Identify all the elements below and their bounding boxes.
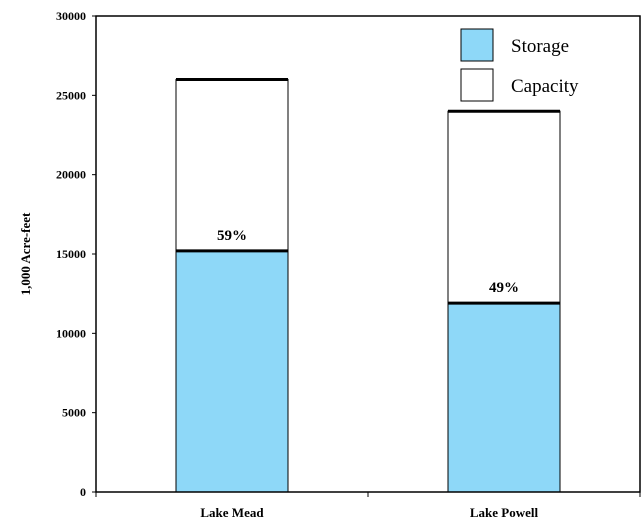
category-label: Lake Mead: [200, 505, 264, 520]
y-axis-title: 1,000 Acre-feet: [18, 212, 33, 295]
y-tick-label: 10000: [56, 326, 86, 340]
legend: Storage Capacity: [460, 28, 579, 102]
y-tick-label: 30000: [56, 9, 86, 23]
storage-bar: [447, 302, 561, 493]
x-axis-ticks: Lake Mead Lake Powell: [95, 492, 641, 520]
y-tick-label: 0: [80, 485, 86, 499]
legend-swatch: [460, 28, 494, 62]
y-tick-label: 5000: [62, 406, 86, 420]
y-axis-ticks: 0 5000 10000 15000 20000 25000 30000: [56, 9, 96, 499]
legend-swatch: [460, 68, 494, 102]
storage-bar: [175, 250, 289, 493]
y-tick-label: 20000: [56, 168, 86, 182]
plot-area-frame: [95, 15, 641, 493]
bars: 59% 49%: [175, 77, 561, 493]
y-tick-label: 25000: [56, 88, 86, 102]
legend-label: Capacity: [511, 76, 579, 97]
percent-full-label: 49%: [489, 280, 519, 296]
legend-label: Storage: [511, 36, 569, 57]
y-tick-label: 15000: [56, 247, 86, 261]
percent-full-label: 59%: [217, 228, 247, 244]
category-label: Lake Powell: [470, 505, 539, 520]
